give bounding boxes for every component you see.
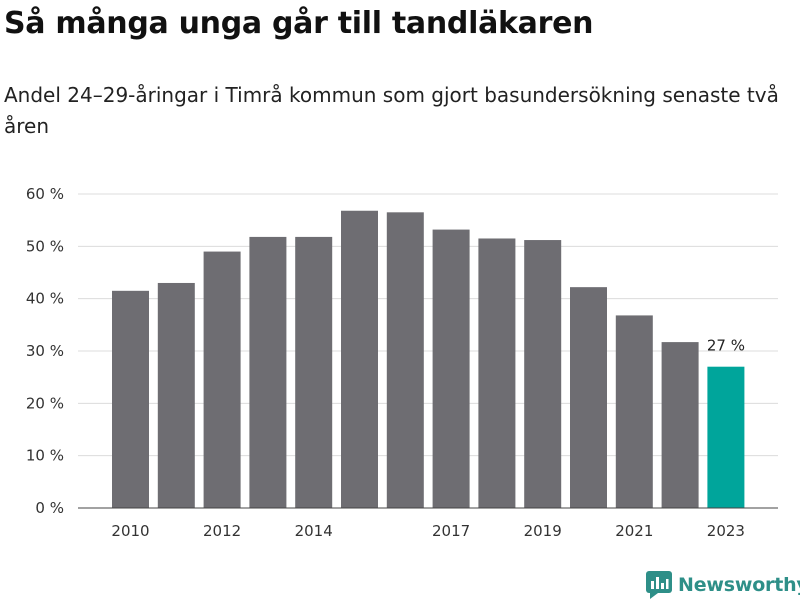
y-tick-label: 40 % [26, 290, 64, 308]
y-tick-label: 60 % [26, 185, 64, 203]
bar-2018 [478, 238, 516, 508]
x-tick-label: 2019 [524, 522, 562, 540]
bar-2015 [341, 210, 378, 508]
bar-2020 [570, 287, 607, 508]
bar-2019 [524, 240, 562, 508]
bar-2023 [707, 366, 745, 508]
x-tick-label: 2012 [203, 522, 241, 540]
y-axis-tick-labels: 0 % 10 % 20 % 30 % 40 % 50 % 60 % [26, 185, 64, 517]
y-tick-label: 20 % [26, 394, 64, 412]
x-tick-label: 2017 [432, 522, 470, 540]
y-tick-label: 10 % [26, 447, 64, 465]
y-tick-label: 50 % [26, 237, 64, 255]
bars [112, 210, 745, 509]
data-labels: 27 % [707, 337, 745, 355]
brand-name: Newsworthy [678, 574, 800, 596]
y-tick-label: 30 % [26, 342, 64, 360]
bar-2016 [386, 212, 424, 509]
x-tick-label: 2014 [295, 522, 333, 540]
bar-2014 [295, 236, 333, 508]
newsworthy-logo-icon [646, 571, 672, 599]
x-tick-label: 2021 [615, 522, 653, 540]
x-axis-tick-labels: 2010 2012 2014 2017 2019 2021 2023 [111, 522, 745, 540]
bar-2017 [432, 229, 470, 508]
x-tick-label: 2023 [707, 522, 745, 540]
x-tick-label: 2010 [111, 522, 149, 540]
y-tick-label: 0 % [35, 499, 64, 517]
data-label-highlight: 27 % [707, 337, 745, 355]
bar-2021 [615, 315, 653, 508]
newsworthy-brand: Newsworthy [646, 571, 800, 599]
bar-2013 [249, 236, 287, 508]
chart-subtitle: Andel 24–29-åringar i Timrå kommun som g… [4, 83, 779, 138]
bar-2012 [203, 251, 241, 509]
bar-2022 [661, 342, 699, 508]
chart-title: Så många unga går till tandläkaren [4, 6, 594, 41]
bar-2011 [157, 282, 195, 508]
bar-2010 [112, 290, 149, 508]
